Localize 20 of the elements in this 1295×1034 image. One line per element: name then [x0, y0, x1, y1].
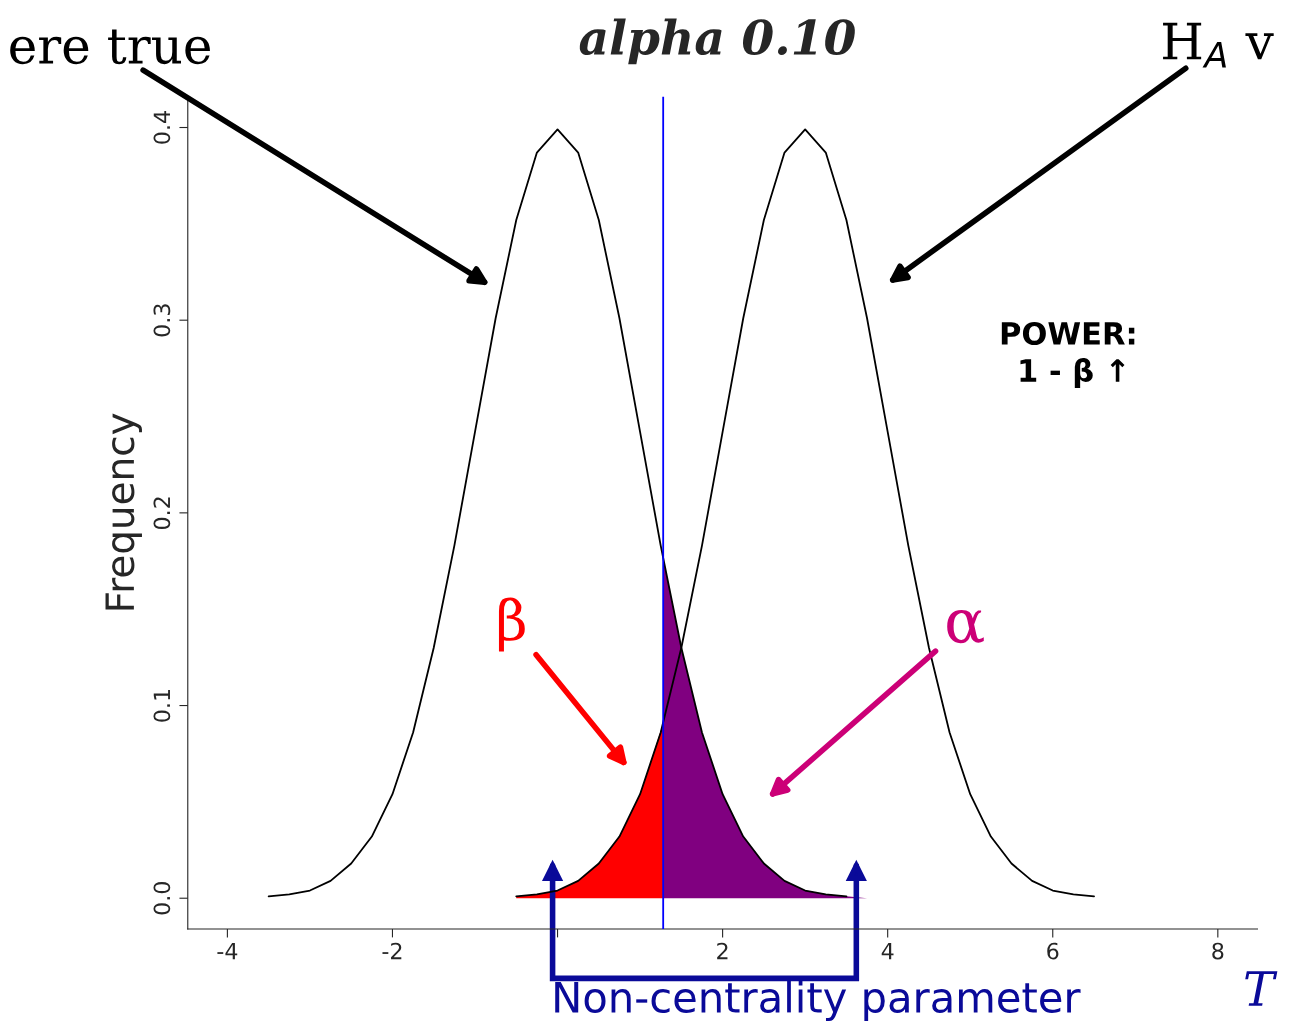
text: ere true — [10, 29, 210, 65]
y-tick-label: 0.2 — [153, 497, 171, 530]
y-tick-label: 0.1 — [153, 689, 171, 722]
chart-title: alpha 0.10 — [579, 18, 855, 65]
annotation: α — [947, 609, 984, 644]
x-tick-label: -4 — [217, 942, 238, 960]
annotation: β — [498, 597, 525, 652]
x-tick-label: 6 — [1047, 942, 1059, 960]
x-tick-label: 8 — [1212, 942, 1224, 960]
x-tick-label: -2 — [382, 942, 402, 960]
text: T — [1245, 971, 1278, 1006]
annotation: POWER: 1 - β ↑ — [1001, 321, 1135, 388]
text: H$_{A}$ v — [1163, 22, 1274, 68]
y-tick-label: 0.0 — [153, 882, 171, 915]
x-tick-label: 4 — [881, 942, 894, 960]
y-tick-label: 0.3 — [153, 304, 171, 337]
y-tick-label: 0.4 — [153, 111, 171, 144]
text: Non-centrality parameter — [555, 980, 1081, 1022]
x-tick-label: 2 — [717, 942, 728, 960]
y-axis-title: Frequency — [105, 413, 142, 610]
